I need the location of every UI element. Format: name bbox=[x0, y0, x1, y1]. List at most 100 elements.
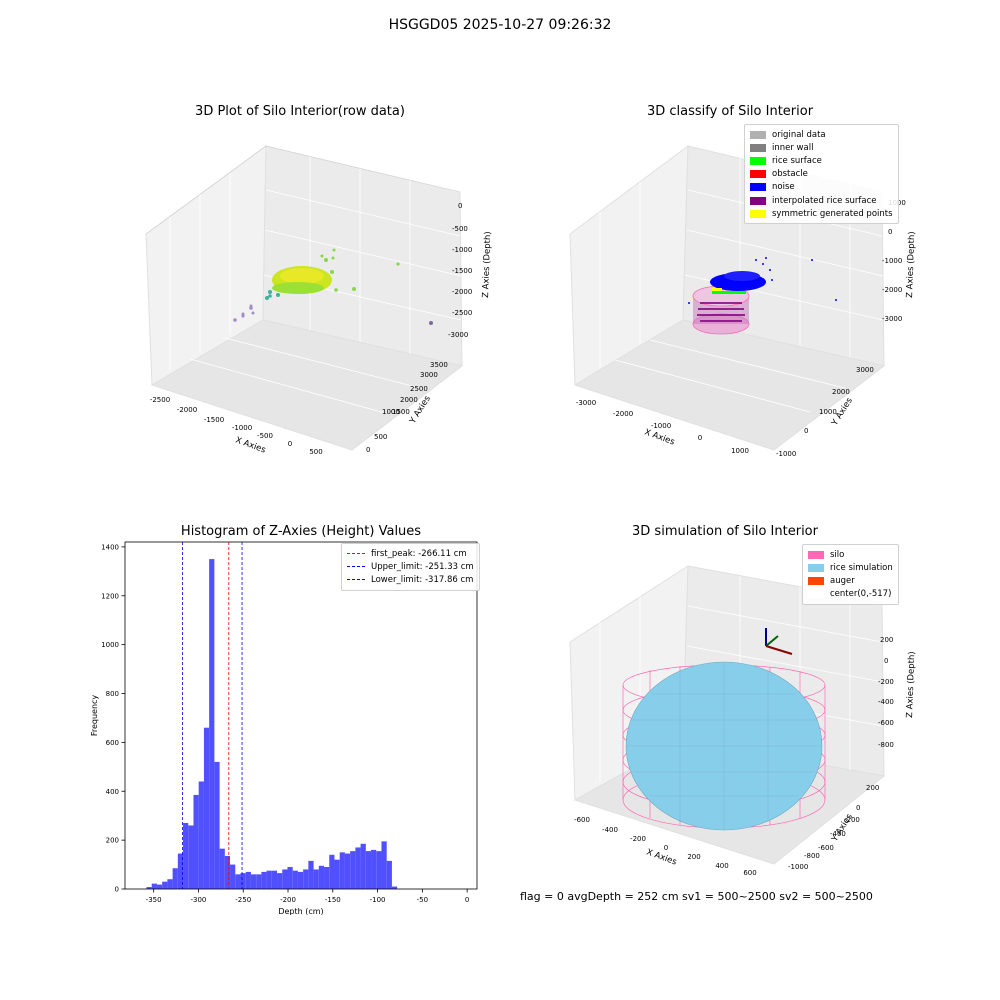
legend-item: first_peak: -266.11 cm bbox=[347, 547, 474, 560]
svg-text:2500: 2500 bbox=[410, 385, 428, 393]
histogram-bar bbox=[297, 871, 304, 889]
histogram-bar bbox=[318, 865, 325, 889]
svg-text:-3000: -3000 bbox=[448, 331, 468, 339]
histogram-bar bbox=[183, 823, 189, 889]
x-tick-label: 0 bbox=[465, 896, 469, 904]
svg-text:1000: 1000 bbox=[382, 408, 400, 416]
svg-text:-3000: -3000 bbox=[882, 315, 902, 323]
histogram-bar bbox=[167, 879, 173, 889]
svg-text:0: 0 bbox=[884, 657, 888, 665]
histogram-bar bbox=[350, 851, 356, 889]
footer-status: flag = 0 avgDepth = 252 cm sv1 = 500~250… bbox=[520, 890, 873, 903]
y-tick-label: 1200 bbox=[101, 592, 119, 600]
svg-text:2000: 2000 bbox=[400, 396, 418, 404]
histogram-bar bbox=[224, 856, 231, 889]
x-tick-label: -150 bbox=[325, 896, 341, 904]
histogram-bar bbox=[282, 869, 288, 889]
x-tick-label: -250 bbox=[235, 896, 251, 904]
legend-label: rice surface bbox=[772, 155, 822, 166]
legend-item: symmetric generated points bbox=[750, 207, 893, 220]
histogram-bar bbox=[334, 859, 340, 889]
legend-label: obstacle bbox=[772, 169, 808, 180]
histogram-bar bbox=[303, 869, 309, 889]
histogram-bar bbox=[287, 867, 293, 889]
svg-text:-1000: -1000 bbox=[232, 424, 252, 432]
legend-item: rice simulation bbox=[808, 561, 893, 574]
histogram-bar bbox=[256, 874, 262, 889]
simulation-3d-plot: -600 -400 -200 0 200 400 600 200 0 -200 … bbox=[569, 565, 917, 877]
histogram-bar bbox=[344, 853, 351, 889]
legend-label: auger bbox=[830, 575, 855, 586]
svg-text:-400: -400 bbox=[830, 830, 846, 838]
legend-label: rice simulation bbox=[830, 562, 893, 573]
legend-label: Upper_limit: -251.33 cm bbox=[371, 561, 474, 572]
svg-text:400: 400 bbox=[715, 862, 728, 870]
x-tick-label: -200 bbox=[280, 896, 296, 904]
svg-text:0: 0 bbox=[888, 228, 892, 236]
svg-text:1000: 1000 bbox=[731, 447, 749, 455]
histogram-legend: first_peak: -266.11 cm Upper_limit: -251.… bbox=[341, 543, 480, 591]
histogram-x-label: Depth (cm) bbox=[278, 907, 323, 915]
histogram-bar bbox=[271, 870, 278, 889]
legend-line-swatch bbox=[347, 579, 365, 581]
svg-text:-2000: -2000 bbox=[452, 288, 472, 296]
classify-3d-plot: -3000 -2000 -1000 0 1000 -1000 0 1000 20… bbox=[569, 144, 917, 458]
simulation-plot-title: 3D simulation of Silo Interior bbox=[632, 524, 818, 539]
histogram-chart: -350 -300 -250 -200 -150 -100 -50 0 0 200 400 600 80… bbox=[90, 541, 478, 915]
y-tick-label: 1400 bbox=[101, 543, 119, 551]
legend-item: silo bbox=[808, 548, 893, 561]
legend-item: Lower_limit: -317.86 cm bbox=[347, 573, 474, 586]
raw-plot-title: 3D Plot of Silo Interior(row data) bbox=[195, 104, 405, 119]
histogram-bar bbox=[156, 884, 163, 889]
histogram-bar bbox=[214, 761, 220, 889]
svg-text:-500: -500 bbox=[257, 432, 273, 440]
classify-legend: original data inner wall rice surface obsta… bbox=[744, 124, 899, 225]
histogram-bar bbox=[230, 864, 236, 889]
x-tick-label: -350 bbox=[146, 896, 162, 904]
histogram-bar bbox=[329, 854, 335, 889]
histogram-bar bbox=[261, 871, 267, 889]
classify-z-label: Z Axies (Depth) bbox=[905, 231, 917, 298]
svg-text:1000: 1000 bbox=[819, 408, 837, 416]
histogram-bar bbox=[245, 871, 251, 889]
legend-item: center(0,-517) bbox=[808, 588, 893, 601]
legend-line-swatch bbox=[347, 566, 365, 568]
histogram-bar bbox=[240, 873, 246, 889]
histogram-bar bbox=[391, 886, 398, 889]
y-tick-label: 200 bbox=[106, 837, 119, 845]
svg-text:200: 200 bbox=[687, 853, 700, 861]
svg-text:-200: -200 bbox=[630, 835, 646, 843]
legend-label: original data bbox=[772, 129, 826, 140]
histogram-bar bbox=[193, 794, 199, 889]
histogram-bar bbox=[177, 853, 184, 889]
histogram-bar bbox=[313, 869, 319, 889]
legend-item: auger bbox=[808, 574, 893, 587]
svg-text:-800: -800 bbox=[804, 852, 820, 860]
legend-swatch bbox=[808, 563, 824, 572]
y-tick-label: 800 bbox=[106, 690, 119, 698]
svg-text:-200: -200 bbox=[878, 678, 894, 686]
svg-text:0: 0 bbox=[288, 440, 292, 448]
legend-label: Lower_limit: -317.86 cm bbox=[371, 574, 474, 585]
svg-text:-600: -600 bbox=[818, 844, 834, 852]
legend-label: interpolated rice surface bbox=[772, 195, 877, 206]
svg-text:-2000: -2000 bbox=[177, 406, 197, 414]
svg-text:3000: 3000 bbox=[420, 371, 438, 379]
legend-swatch bbox=[750, 183, 766, 192]
svg-text:-1000: -1000 bbox=[882, 257, 902, 265]
svg-text:-1000: -1000 bbox=[776, 450, 796, 458]
histogram-bar bbox=[162, 881, 168, 889]
histogram-title: Histogram of Z-Axies (Height) Values bbox=[180, 524, 422, 539]
legend-line-swatch bbox=[347, 553, 365, 555]
y-tick-label: 400 bbox=[106, 788, 119, 796]
histogram-bar bbox=[146, 887, 152, 889]
svg-text:-600: -600 bbox=[878, 719, 894, 727]
x-tick-label: -50 bbox=[417, 896, 428, 904]
figure-title: HSGGD05 2025-10-27 09:26:32 bbox=[388, 17, 612, 33]
histogram-bar bbox=[308, 860, 314, 889]
svg-text:0: 0 bbox=[366, 446, 370, 454]
histogram-bar bbox=[376, 851, 382, 889]
legend-label: noise bbox=[772, 182, 795, 193]
svg-text:-2000: -2000 bbox=[613, 410, 633, 418]
svg-text:0: 0 bbox=[664, 844, 668, 852]
